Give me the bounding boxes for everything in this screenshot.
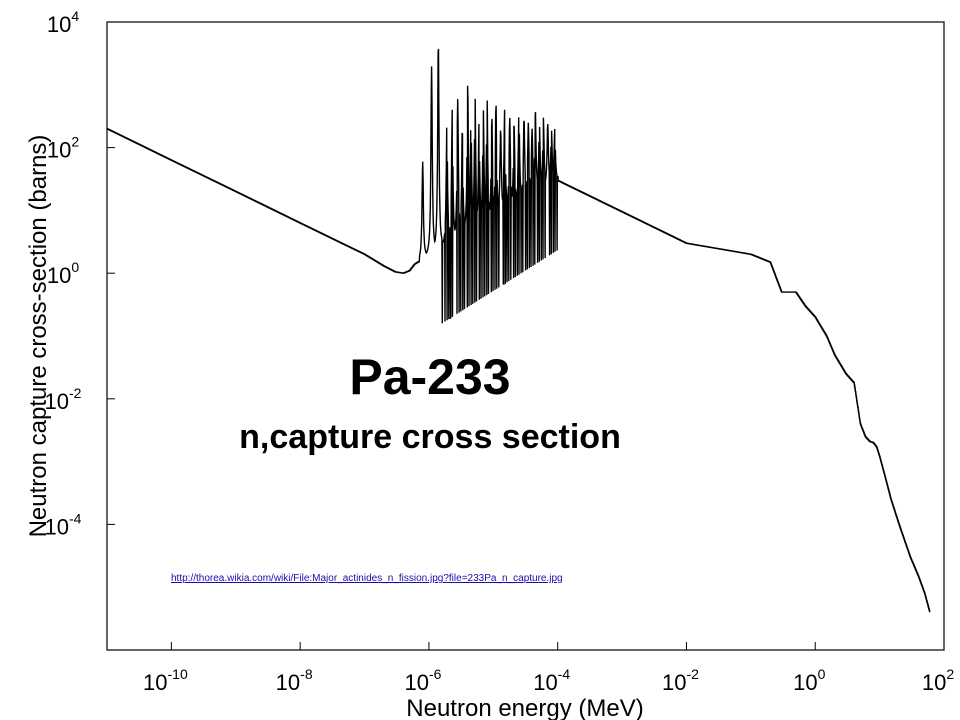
x-tick-label: 100 (793, 666, 825, 695)
y-axis-ticks: 104 102 100 10-2 10-4 (45, 8, 115, 539)
capture-cross-section-line (106, 48, 931, 613)
x-axis-ticks: 10-10 10-8 10-6 10-4 10-2 100 102 (143, 642, 954, 695)
x-axis-label: Neutron energy (MeV) (406, 695, 643, 720)
x-tick-label: 10-6 (404, 666, 441, 695)
chart-subtitle: n,capture cross section (239, 418, 621, 456)
y-tick-label: 104 (47, 8, 79, 37)
x-tick-label: 10-4 (533, 666, 570, 695)
source-link[interactable]: http://thorea.wikia.com/wiki/File:Major_… (171, 573, 563, 584)
x-tick-label: 10-2 (662, 666, 699, 695)
plot-frame (106, 21, 945, 651)
y-tick-label: 10-4 (45, 510, 82, 539)
y-tick-label: 102 (47, 134, 79, 163)
x-tick-label: 102 (922, 666, 954, 695)
y-tick-label: 100 (47, 259, 79, 288)
x-tick-label: 10-8 (276, 666, 313, 695)
x-tick-label: 10-10 (143, 666, 188, 695)
y-axis-label: Neutron capture cross-section (barns) (25, 135, 52, 538)
y-tick-label: 10-2 (45, 385, 82, 414)
chart-title: Pa-233 (349, 349, 511, 405)
